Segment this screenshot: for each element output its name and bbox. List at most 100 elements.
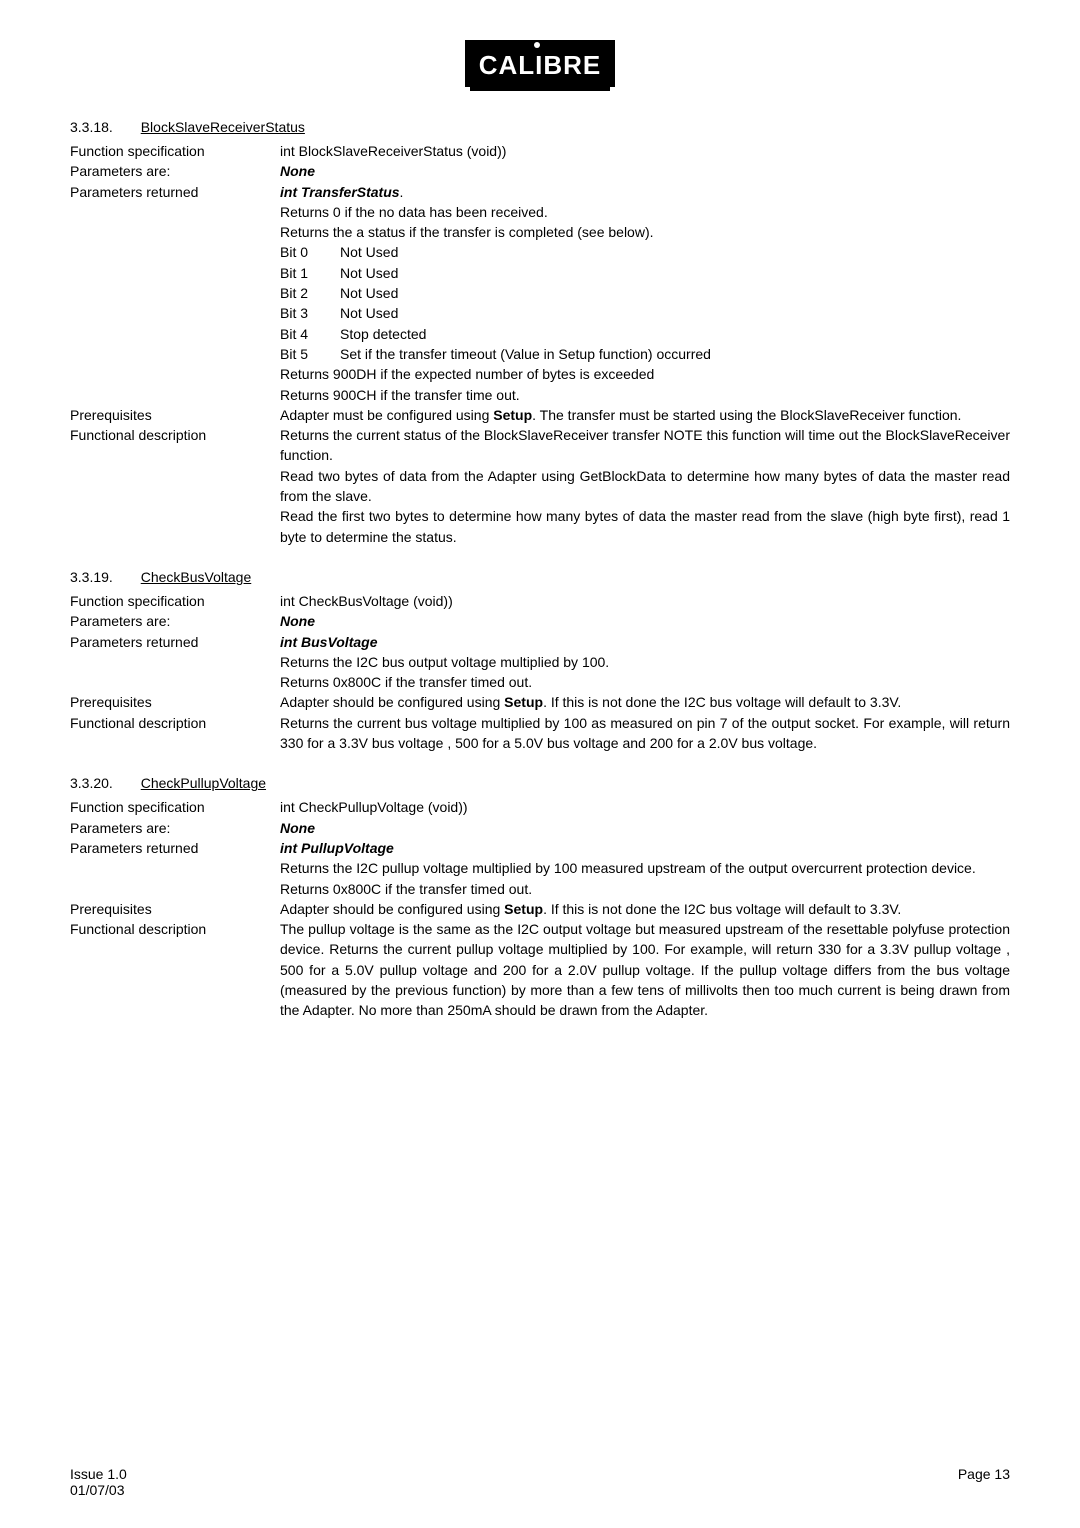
bit-row: Bit 4 Stop detected bbox=[70, 324, 1010, 344]
returns-line: Returns 900DH if the expected number of … bbox=[280, 364, 1010, 384]
spec-row: Prerequisites Adapter should be configur… bbox=[70, 899, 1010, 919]
spec-row: Parameters are: None bbox=[70, 611, 1010, 631]
params-are-value: None bbox=[280, 161, 1010, 181]
spec-row: Returns 900CH if the transfer time out. bbox=[70, 385, 1010, 405]
section-check-bus-voltage: 3.3.19. CheckBusVoltage Function specifi… bbox=[70, 569, 1010, 753]
fd-value: Read the first two bytes to determine ho… bbox=[280, 506, 1010, 547]
spec-row: Prerequisites Adapter must be configured… bbox=[70, 405, 1010, 425]
logo-dot-icon bbox=[534, 42, 540, 48]
spec-row: Returns 0x800C if the transfer timed out… bbox=[70, 879, 1010, 899]
prereq-pre: Adapter must be configured using bbox=[280, 407, 493, 423]
prereq-pre: Adapter should be configured using bbox=[280, 694, 504, 710]
spec-row: Read the first two bytes to determine ho… bbox=[70, 506, 1010, 547]
spec-row: Returns 900DH if the expected number of … bbox=[70, 364, 1010, 384]
spec-row: Function specification int CheckPullupVo… bbox=[70, 797, 1010, 817]
bit-label: Bit 4 bbox=[280, 324, 340, 344]
spec-row: Parameters returned int BusVoltage bbox=[70, 632, 1010, 652]
spec-row: Functional description The pullup voltag… bbox=[70, 919, 1010, 1020]
footer-page: Page 13 bbox=[958, 1466, 1010, 1498]
spec-row: Functional description Returns the curre… bbox=[70, 425, 1010, 466]
bit-text: Not Used bbox=[340, 283, 1010, 303]
prereq-value: Adapter should be configured using Setup… bbox=[280, 692, 1010, 712]
section-number: 3.3.19. bbox=[70, 569, 113, 585]
spec-row: Read two bytes of data from the Adapter … bbox=[70, 466, 1010, 507]
spec-row: Returns the I2C pullup voltage multiplie… bbox=[70, 858, 1010, 878]
bit-row: Bit 0 Not Used bbox=[70, 242, 1010, 262]
prereq-bold: Setup bbox=[504, 901, 543, 917]
page-footer: Issue 1.0 01/07/03 Page 13 bbox=[70, 1466, 1010, 1498]
prereq-bold: Setup bbox=[504, 694, 543, 710]
spec-row: Returns 0x800C if the transfer timed out… bbox=[70, 672, 1010, 692]
returns-line: Returns 0x800C if the transfer timed out… bbox=[280, 879, 1010, 899]
spec-row: Functional description Returns the curre… bbox=[70, 713, 1010, 754]
params-ret-label: Parameters returned bbox=[70, 632, 280, 652]
returns-line: Returns the I2C bus output voltage multi… bbox=[280, 652, 1010, 672]
bit-text: Stop detected bbox=[340, 324, 1010, 344]
bit-row: Bit 5 Set if the transfer timeout (Value… bbox=[70, 344, 1010, 364]
bit-label: Bit 0 bbox=[280, 242, 340, 262]
bit-label: Bit 5 bbox=[280, 344, 340, 364]
params-are-value: None bbox=[280, 611, 1010, 631]
params-ret-suffix: . bbox=[400, 184, 404, 200]
prereq-post: . If this is not done the I2C bus voltag… bbox=[543, 901, 901, 917]
fn-spec-value: int CheckPullupVoltage (void)) bbox=[280, 797, 1010, 817]
spec-row: Returns 0 if the no data has been receiv… bbox=[70, 202, 1010, 222]
fn-spec-value: int BlockSlaveReceiverStatus (void)) bbox=[280, 141, 1010, 161]
prereq-label: Prerequisites bbox=[70, 899, 280, 919]
prereq-label: Prerequisites bbox=[70, 405, 280, 425]
logo: CALIBRE bbox=[465, 40, 616, 87]
spec-row: Returns the a status if the transfer is … bbox=[70, 222, 1010, 242]
fd-value: Read two bytes of data from the Adapter … bbox=[280, 466, 1010, 507]
params-ret-value-text: int TransferStatus bbox=[280, 184, 400, 200]
spec-row: Parameters are: None bbox=[70, 818, 1010, 838]
prereq-pre: Adapter should be configured using bbox=[280, 901, 504, 917]
section-heading: 3.3.18. BlockSlaveReceiverStatus bbox=[70, 119, 1010, 135]
spec-row: Prerequisites Adapter should be configur… bbox=[70, 692, 1010, 712]
spec-row: Parameters returned int TransferStatus. bbox=[70, 182, 1010, 202]
params-are-label: Parameters are: bbox=[70, 611, 280, 631]
spec-row: Function specification int BlockSlaveRec… bbox=[70, 141, 1010, 161]
returns-line: Returns the I2C pullup voltage multiplie… bbox=[280, 858, 1010, 878]
fn-spec-label: Function specification bbox=[70, 141, 280, 161]
spec-row: Returns the I2C bus output voltage multi… bbox=[70, 652, 1010, 672]
bit-row: Bit 3 Not Used bbox=[70, 303, 1010, 323]
spec-row: Function specification int CheckBusVolta… bbox=[70, 591, 1010, 611]
fd-label: Functional description bbox=[70, 425, 280, 466]
section-title: CheckBusVoltage bbox=[141, 569, 252, 585]
page: CALIBRE 3.3.18. BlockSlaveReceiverStatus… bbox=[0, 0, 1080, 1083]
fd-label: Functional description bbox=[70, 919, 280, 1020]
logo-text: CALIBRE bbox=[479, 50, 602, 80]
prereq-label: Prerequisites bbox=[70, 692, 280, 712]
logo-underline bbox=[470, 87, 610, 91]
bit-label: Bit 2 bbox=[280, 283, 340, 303]
prereq-bold: Setup bbox=[493, 407, 532, 423]
params-ret-value: int BusVoltage bbox=[280, 632, 1010, 652]
section-block-slave-receiver-status: 3.3.18. BlockSlaveReceiverStatus Functio… bbox=[70, 119, 1010, 547]
returns-line: Returns 0 if the no data has been receiv… bbox=[280, 202, 1010, 222]
section-title: BlockSlaveReceiverStatus bbox=[141, 119, 305, 135]
bit-label: Bit 3 bbox=[280, 303, 340, 323]
params-are-label: Parameters are: bbox=[70, 818, 280, 838]
section-heading: 3.3.19. CheckBusVoltage bbox=[70, 569, 1010, 585]
prereq-value: Adapter must be configured using Setup. … bbox=[280, 405, 1010, 425]
bit-text: Not Used bbox=[340, 242, 1010, 262]
fd-label: Functional description bbox=[70, 713, 280, 754]
params-ret-label: Parameters returned bbox=[70, 182, 280, 202]
returns-line: Returns the a status if the transfer is … bbox=[280, 222, 1010, 242]
params-ret-value: int TransferStatus. bbox=[280, 182, 1010, 202]
prereq-post: . If this is not done the I2C bus voltag… bbox=[543, 694, 901, 710]
bit-text: Not Used bbox=[340, 303, 1010, 323]
footer-left: Issue 1.0 01/07/03 bbox=[70, 1466, 127, 1498]
params-are-label: Parameters are: bbox=[70, 161, 280, 181]
fn-spec-value: int CheckBusVoltage (void)) bbox=[280, 591, 1010, 611]
spec-row: Parameters are: None bbox=[70, 161, 1010, 181]
returns-line: Returns 0x800C if the transfer timed out… bbox=[280, 672, 1010, 692]
bit-label: Bit 1 bbox=[280, 263, 340, 283]
fd-value: The pullup voltage is the same as the I2… bbox=[280, 919, 1010, 1020]
spec-row: Parameters returned int PullupVoltage bbox=[70, 838, 1010, 858]
logo-container: CALIBRE bbox=[70, 40, 1010, 91]
returns-line: Returns 900CH if the transfer time out. bbox=[280, 385, 1010, 405]
prereq-post: . The transfer must be started using the… bbox=[532, 407, 961, 423]
prereq-value: Adapter should be configured using Setup… bbox=[280, 899, 1010, 919]
fn-spec-label: Function specification bbox=[70, 591, 280, 611]
